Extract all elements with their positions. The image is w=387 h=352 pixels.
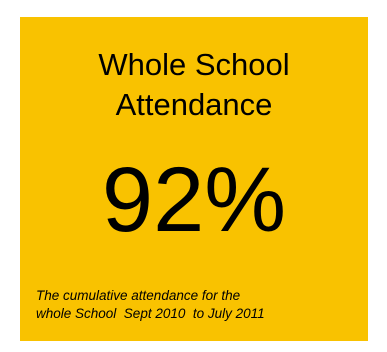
title-line-2: Attendance <box>115 87 273 122</box>
title-line-1: Whole School <box>98 47 290 82</box>
attendance-percentage: 92% <box>101 149 287 251</box>
attendance-tile: Whole School Attendance 92% The cumulati… <box>20 17 368 341</box>
caption-line-2: whole School Sept 2010 to July 2011 <box>36 306 265 321</box>
tile-caption: The cumulative attendance for the whole … <box>36 287 366 323</box>
caption-line-1: The cumulative attendance for the <box>36 288 241 303</box>
tile-title: Whole School Attendance <box>20 45 368 125</box>
